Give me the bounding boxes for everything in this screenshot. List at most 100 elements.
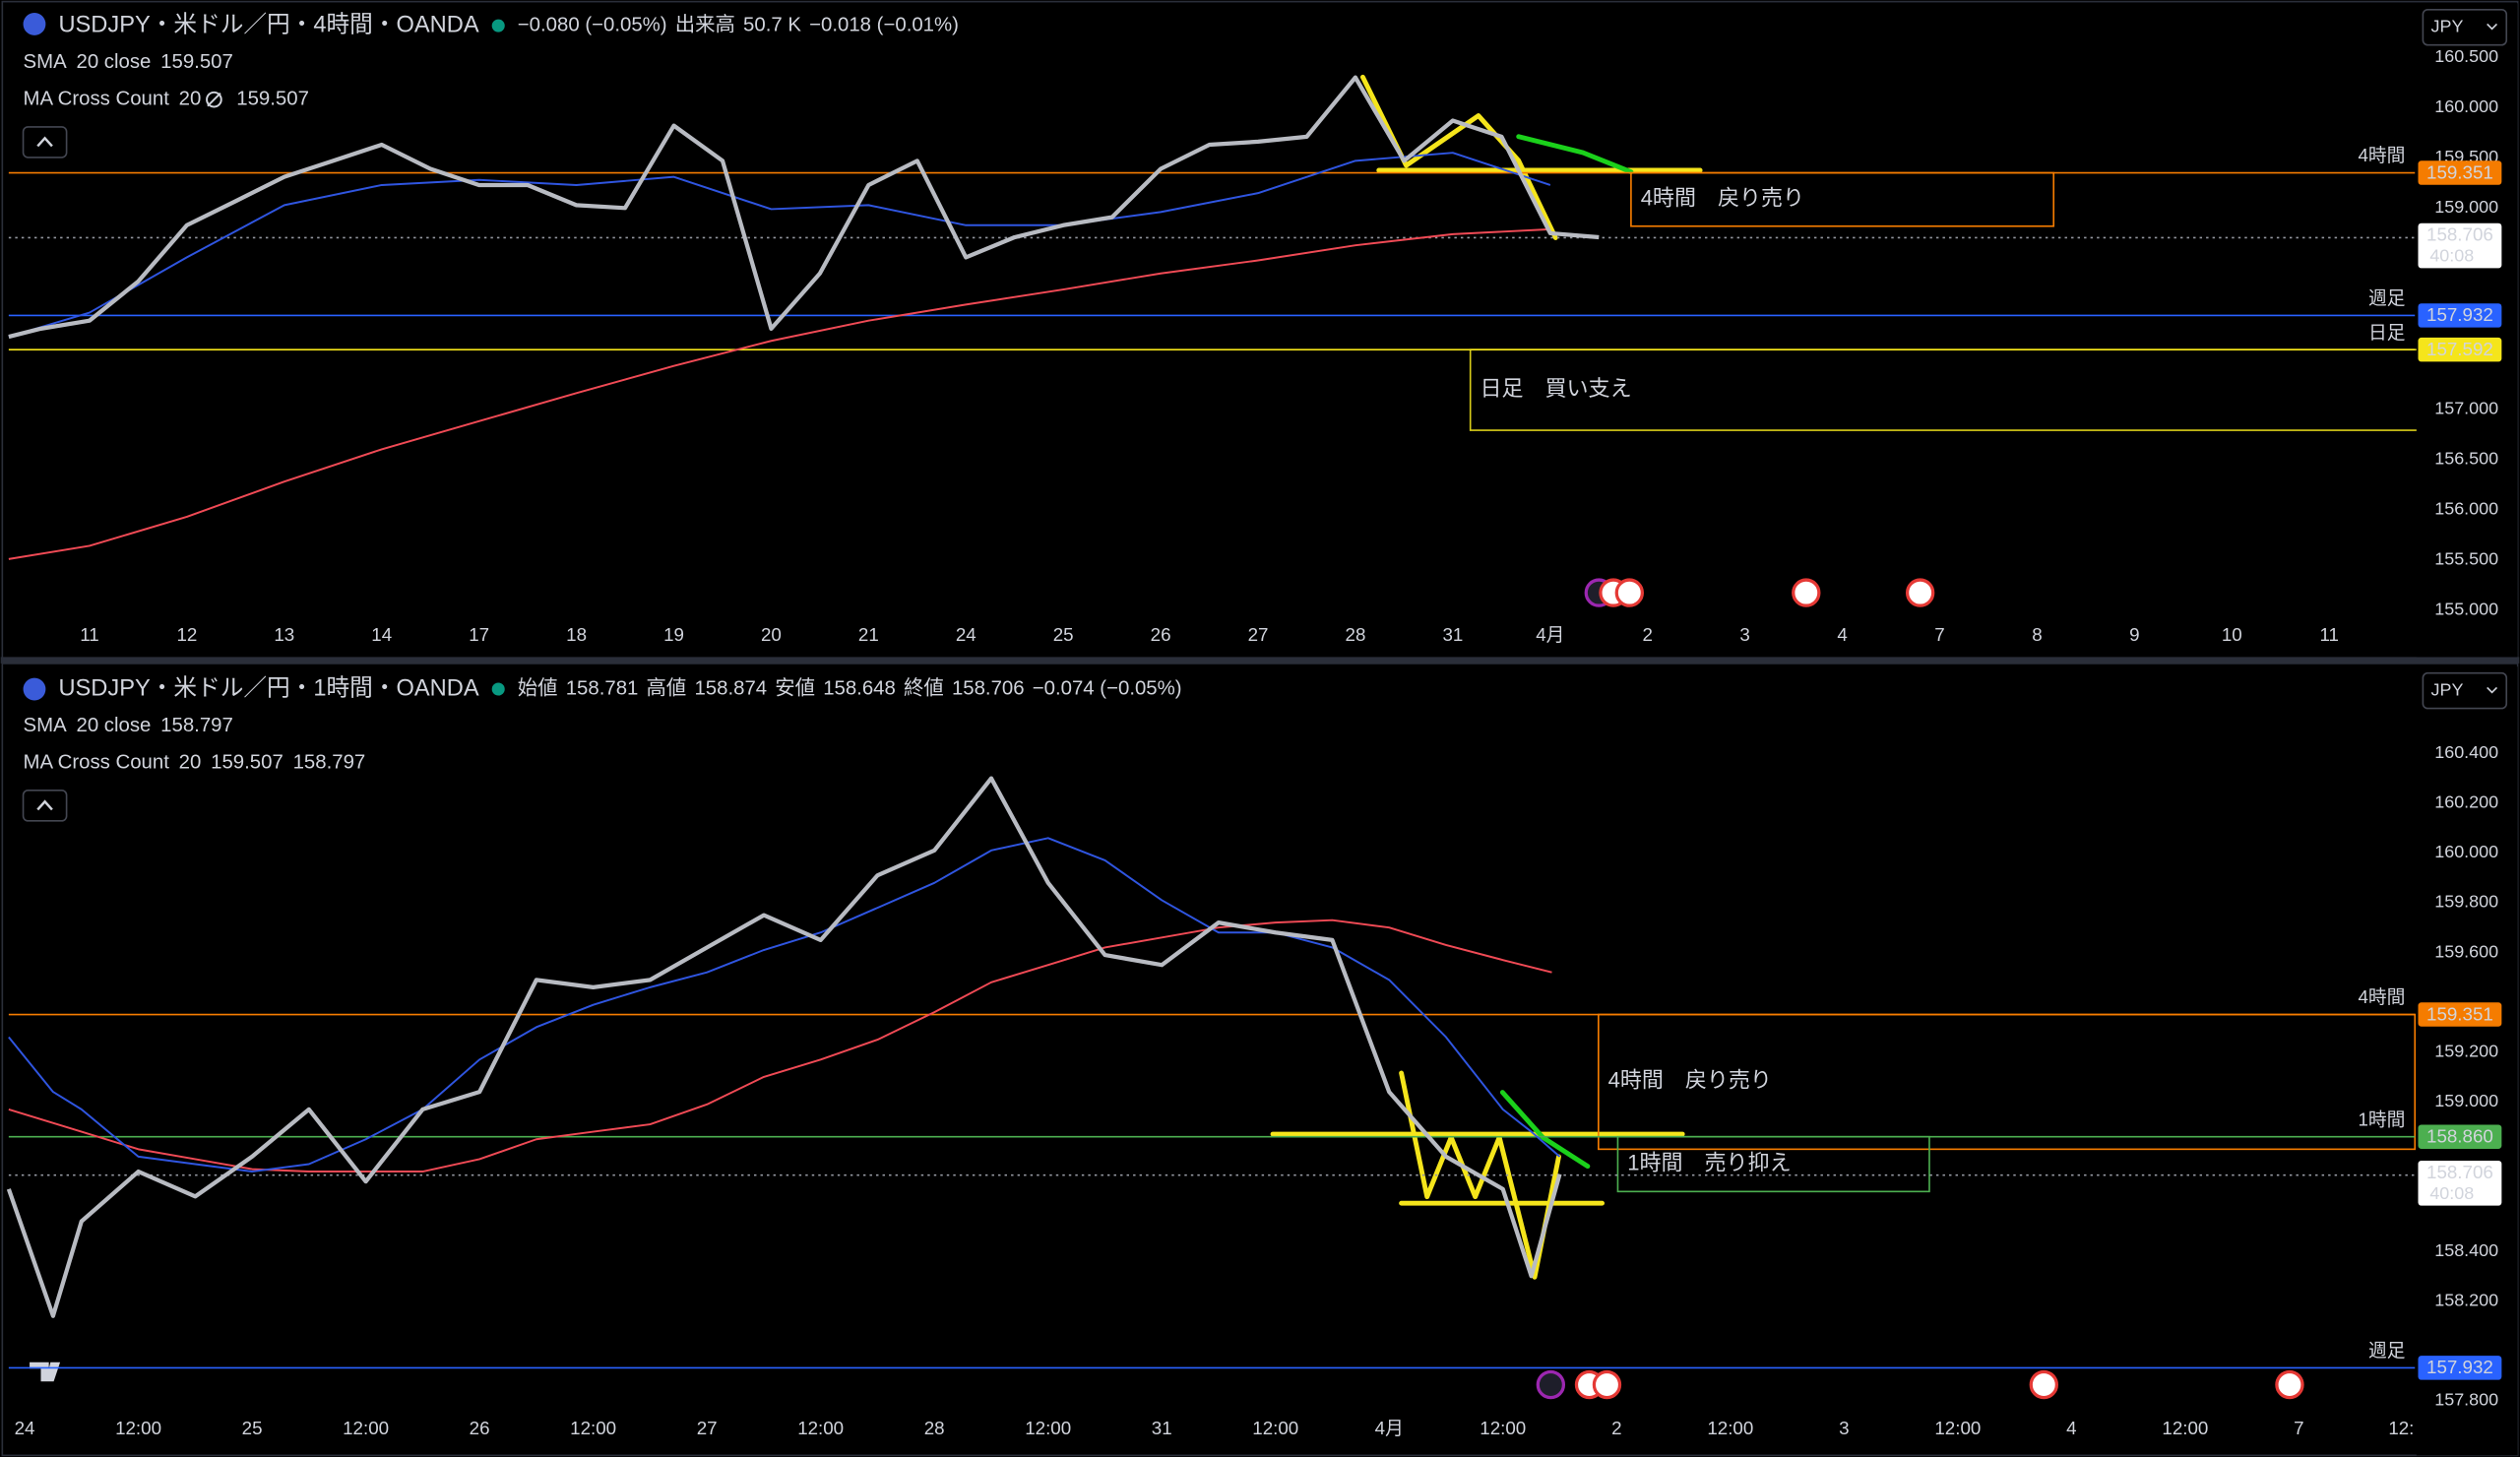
collapse-icon <box>36 799 53 811</box>
x-tick-label: 2 <box>1643 624 1653 645</box>
level-label: 日足 <box>2368 322 2406 343</box>
x-tick-label: 10 <box>2222 624 2242 645</box>
y-tick-label: 156.500 <box>2434 448 2498 468</box>
price-line <box>8 152 1551 338</box>
x-tick-label: 12:00 <box>2162 1418 2208 1438</box>
quote-text: 158.874 <box>694 677 767 699</box>
x-tick-label: 12:00 <box>343 1418 389 1438</box>
indicator-text: 20 <box>179 751 202 773</box>
x-tick-label: 12:00 <box>115 1418 161 1438</box>
visibility-icon <box>207 92 221 107</box>
y-tick-label: 157.000 <box>2434 398 2498 417</box>
price-badge-text: 158.860 <box>2426 1125 2493 1146</box>
x-tick-label: 17 <box>469 624 489 645</box>
zone-label: 4時間 戻り売り <box>1608 1068 1772 1093</box>
x-tick-label: 2 <box>1611 1418 1621 1438</box>
event-icon[interactable] <box>2029 1369 2058 1400</box>
x-tick-label: 20 <box>761 624 782 645</box>
x-tick-label: 26 <box>1151 624 1171 645</box>
symbol-icon <box>23 677 46 701</box>
event-icon[interactable] <box>2275 1369 2304 1400</box>
price-badge-text: 157.932 <box>2426 304 2493 325</box>
indicator-text: 159.507 <box>160 51 233 73</box>
price-badge <box>2418 303 2502 328</box>
level-label: 4時間 <box>2359 986 2406 1007</box>
y-tick-label: 155.000 <box>2434 600 2498 619</box>
indicator-text: 20 close <box>76 715 151 736</box>
x-tick-label: 28 <box>1346 624 1366 645</box>
quote-text: 安値 <box>775 676 815 699</box>
price-badge-text: 159.351 <box>2426 161 2493 182</box>
event-icon[interactable] <box>1792 578 1821 607</box>
controls <box>22 13 2476 1439</box>
y-tick-label: 159.200 <box>2434 1041 2498 1060</box>
collapse-button[interactable] <box>22 790 68 822</box>
level-label: 週足 <box>2368 1340 2406 1361</box>
currency-button[interactable] <box>2422 8 2508 46</box>
x-tick-label: 11 <box>2319 624 2338 645</box>
y-tick-label: 156.000 <box>2434 498 2498 518</box>
price-line <box>8 919 1552 1173</box>
indicator-text: SMA <box>24 715 68 736</box>
y-tick-label: 158.200 <box>2434 1290 2498 1309</box>
y-tick-label: 160.000 <box>2434 842 2498 861</box>
market-status <box>491 19 505 32</box>
event-icon[interactable] <box>1592 1369 1622 1400</box>
price-line <box>8 75 1600 340</box>
x-tick-label: 12:00 <box>1025 1418 1071 1438</box>
x-tick-label: 31 <box>1442 624 1463 645</box>
price-badge <box>2418 337 2502 362</box>
x-tick-label: 7 <box>1934 624 1944 645</box>
x-tick-label: 24 <box>956 624 976 645</box>
y-tick-label: 155.500 <box>2434 549 2498 569</box>
price-badge-text: 157.592 <box>2426 339 2493 359</box>
x-tick-label: 19 <box>663 624 684 645</box>
x-tick-label: 12:00 <box>570 1418 616 1438</box>
indicator-text: MA Cross Count <box>24 751 170 773</box>
x-tick-label: 13 <box>274 624 294 645</box>
x-tick-label: 24 <box>15 1418 35 1438</box>
x-tick-label: 12:00 <box>1707 1418 1753 1438</box>
price-badge <box>2418 160 2502 185</box>
price-line <box>8 227 1550 560</box>
x-tick-label: 12:00 <box>797 1418 844 1438</box>
collapse-button[interactable] <box>22 126 68 158</box>
price-badge-text: 157.932 <box>2426 1357 2493 1377</box>
x-tick-label: 31 <box>1152 1418 1172 1438</box>
current-price-text: 158.706 <box>2426 224 2493 245</box>
event-icon[interactable] <box>1905 578 1935 607</box>
chart-title: USDJPY・米ドル／円・4時間・OANDA <box>58 11 478 37</box>
chart-title: USDJPY・米ドル／円・1時間・OANDA <box>58 674 478 701</box>
x-tick-label: 8 <box>2032 624 2042 645</box>
quote-text: 158.781 <box>566 677 639 699</box>
x-tick-label: 18 <box>566 624 587 645</box>
price-axis <box>2416 3 2518 658</box>
quote-text: 50.7 K <box>743 14 801 35</box>
event-icon[interactable] <box>1614 578 1644 607</box>
x-tick-label: 27 <box>697 1418 718 1438</box>
currency-button[interactable] <box>2422 671 2508 710</box>
symbol-icon <box>23 13 46 35</box>
indicator-text: 158.797 <box>293 751 366 773</box>
x-tick-label: 26 <box>470 1418 490 1438</box>
x-tick-label: 4 <box>2066 1418 2076 1438</box>
y-tick-label: 157.800 <box>2434 1390 2498 1410</box>
x-tick-label: 12:00 <box>1252 1418 1298 1438</box>
x-tick-label: 25 <box>242 1418 263 1438</box>
x-tick-label: 12:00 <box>1934 1418 1981 1438</box>
indicator-text: 159.507 <box>211 751 284 773</box>
event-icon[interactable] <box>1536 1369 1566 1400</box>
quote-text: −0.018 (−0.01%) <box>809 14 959 35</box>
x-tick-label: 4月 <box>1375 1418 1404 1438</box>
indicator-text: 158.797 <box>160 715 233 736</box>
panel-divider[interactable] <box>0 657 2520 664</box>
indicator-text: 20 <box>179 89 202 110</box>
zone-label: 1時間 売り抑え <box>1627 1150 1791 1174</box>
level-label: 4時間 <box>2359 145 2406 165</box>
price-badge <box>2418 1124 2502 1149</box>
x-tick-label: 12 <box>176 624 197 645</box>
